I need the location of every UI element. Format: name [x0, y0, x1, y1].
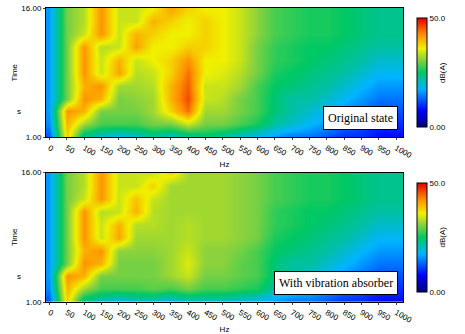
svg-text:s: s	[17, 272, 21, 281]
svg-text:Original state: Original state	[328, 111, 393, 125]
svg-text:300: 300	[150, 143, 167, 158]
svg-text:1000: 1000	[393, 308, 413, 325]
svg-text:600: 600	[254, 308, 271, 323]
svg-text:dB(A): dB(A)	[438, 227, 447, 248]
svg-text:400: 400	[185, 143, 202, 158]
svg-text:150: 150	[98, 143, 115, 158]
svg-text:550: 550	[237, 308, 254, 323]
svg-text:350: 350	[168, 308, 185, 323]
svg-text:900: 900	[358, 143, 375, 158]
svg-text:1000: 1000	[393, 143, 413, 160]
svg-text:Time: Time	[10, 228, 19, 246]
svg-text:dB(A): dB(A)	[438, 62, 447, 83]
svg-text:500: 500	[220, 143, 237, 158]
svg-text:500: 500	[220, 308, 237, 323]
svg-text:450: 450	[202, 308, 219, 323]
svg-text:100: 100	[81, 143, 98, 158]
svg-text:50.0: 50.0	[430, 14, 446, 23]
svg-text:650: 650	[272, 308, 289, 323]
svg-text:50: 50	[64, 308, 77, 321]
svg-text:16.00: 16.00	[21, 4, 42, 13]
svg-text:Hz: Hz	[220, 160, 230, 169]
svg-text:700: 700	[289, 308, 306, 323]
svg-text:200: 200	[116, 308, 133, 323]
svg-text:750: 750	[306, 143, 323, 158]
svg-text:150: 150	[98, 308, 115, 323]
svg-text:800: 800	[324, 143, 341, 158]
svg-text:Hz: Hz	[220, 325, 230, 334]
svg-text:750: 750	[306, 308, 323, 323]
svg-text:1.00: 1.00	[26, 298, 42, 307]
svg-text:50.0: 50.0	[430, 179, 446, 188]
svg-text:50: 50	[64, 143, 77, 156]
svg-text:600: 600	[254, 143, 271, 158]
svg-text:650: 650	[272, 143, 289, 158]
svg-text:200: 200	[116, 143, 133, 158]
svg-text:s: s	[17, 107, 21, 116]
svg-text:950: 950	[376, 308, 393, 323]
svg-text:1.00: 1.00	[26, 133, 42, 142]
svg-text:300: 300	[150, 308, 167, 323]
svg-text:With vibration absorber: With vibration absorber	[279, 276, 393, 290]
svg-text:850: 850	[341, 308, 358, 323]
svg-text:Time: Time	[10, 63, 19, 81]
svg-text:400: 400	[185, 308, 202, 323]
svg-text:550: 550	[237, 143, 254, 158]
svg-text:350: 350	[168, 143, 185, 158]
svg-text:100: 100	[81, 308, 98, 323]
svg-text:850: 850	[341, 143, 358, 158]
svg-text:250: 250	[133, 143, 150, 158]
svg-text:0: 0	[46, 308, 55, 318]
svg-text:0: 0	[46, 143, 55, 153]
svg-text:800: 800	[324, 308, 341, 323]
svg-text:0.00: 0.00	[430, 123, 446, 132]
svg-text:950: 950	[376, 143, 393, 158]
svg-text:0.00: 0.00	[430, 288, 446, 297]
svg-text:900: 900	[358, 308, 375, 323]
svg-text:250: 250	[133, 308, 150, 323]
svg-text:450: 450	[202, 143, 219, 158]
svg-text:16.00: 16.00	[21, 168, 42, 177]
svg-text:700: 700	[289, 143, 306, 158]
